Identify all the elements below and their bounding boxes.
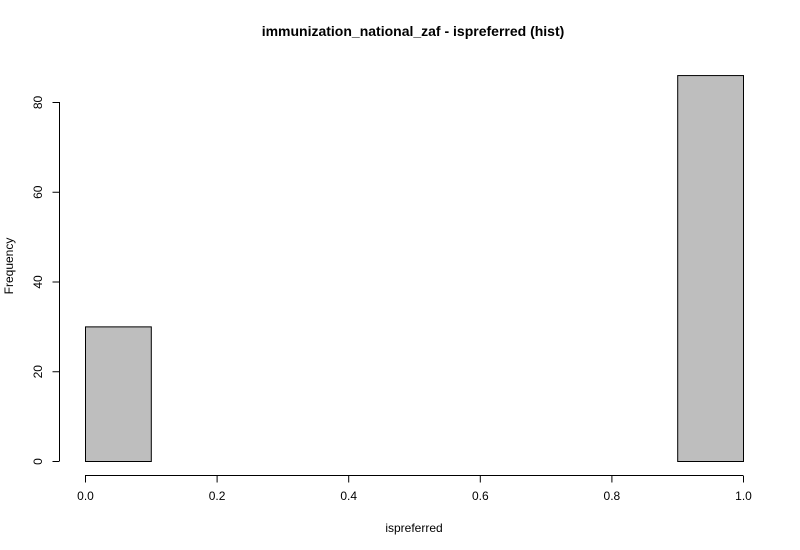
chart-title: immunization_national_zaf - ispreferred …	[262, 23, 565, 39]
x-axis: 0.0 0.2 0.4 0.6 0.8 1.0	[77, 475, 752, 503]
y-tick-label: 0	[31, 458, 45, 465]
x-tick-label: 1.0	[735, 489, 752, 503]
y-tick-label: 60	[31, 185, 45, 199]
histogram-bar	[677, 75, 745, 462]
x-tick-label: 0.2	[209, 489, 226, 503]
x-tick-label: 0.6	[472, 489, 489, 503]
bars-group	[85, 75, 745, 462]
x-tick-label: 0.4	[340, 489, 357, 503]
y-tick-label: 80	[31, 96, 45, 110]
x-tick-label: 0.0	[77, 489, 94, 503]
y-tick-label: 20	[31, 365, 45, 379]
x-tick-label: 0.8	[604, 489, 621, 503]
y-tick-label: 40	[31, 275, 45, 289]
y-axis-label: Frequency	[2, 238, 16, 295]
y-axis: 0 20 40 60 80	[31, 96, 60, 465]
histogram-bar	[85, 326, 152, 462]
x-axis-label: ispreferred	[385, 521, 442, 535]
